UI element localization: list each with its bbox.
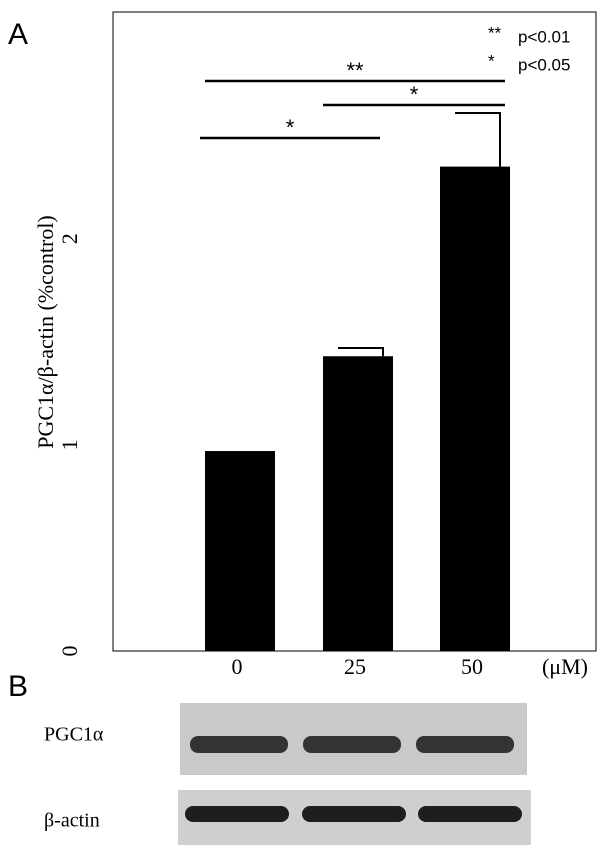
blot-image	[178, 703, 531, 845]
panel-label: B	[8, 670, 28, 703]
bar	[440, 166, 510, 651]
x-unit-label: (μM)	[542, 654, 588, 679]
significance-label: **	[346, 58, 364, 83]
bar	[323, 356, 393, 651]
significance-label: *	[410, 82, 419, 107]
y-tick-label: 1	[57, 439, 82, 450]
legend-symbol: **	[488, 23, 502, 42]
x-tick-label: 0	[232, 654, 243, 679]
significance-label: *	[286, 115, 295, 140]
legend-text: p<0.05	[518, 55, 570, 74]
y-tick-label: 0	[57, 646, 82, 657]
panel-label: A	[8, 18, 28, 51]
legend-symbol: *	[488, 51, 495, 70]
blot-label: β-actin	[44, 810, 100, 832]
x-tick-label: 25	[344, 654, 366, 679]
legend-text: p<0.01	[518, 27, 570, 46]
x-tick-label: 50	[461, 654, 483, 679]
blot-label: PGC1α	[44, 724, 104, 746]
y-tick-label: 2	[57, 233, 82, 244]
y-axis-label: PGC1α/β-actin (%control)	[33, 215, 58, 449]
bar	[205, 451, 275, 651]
